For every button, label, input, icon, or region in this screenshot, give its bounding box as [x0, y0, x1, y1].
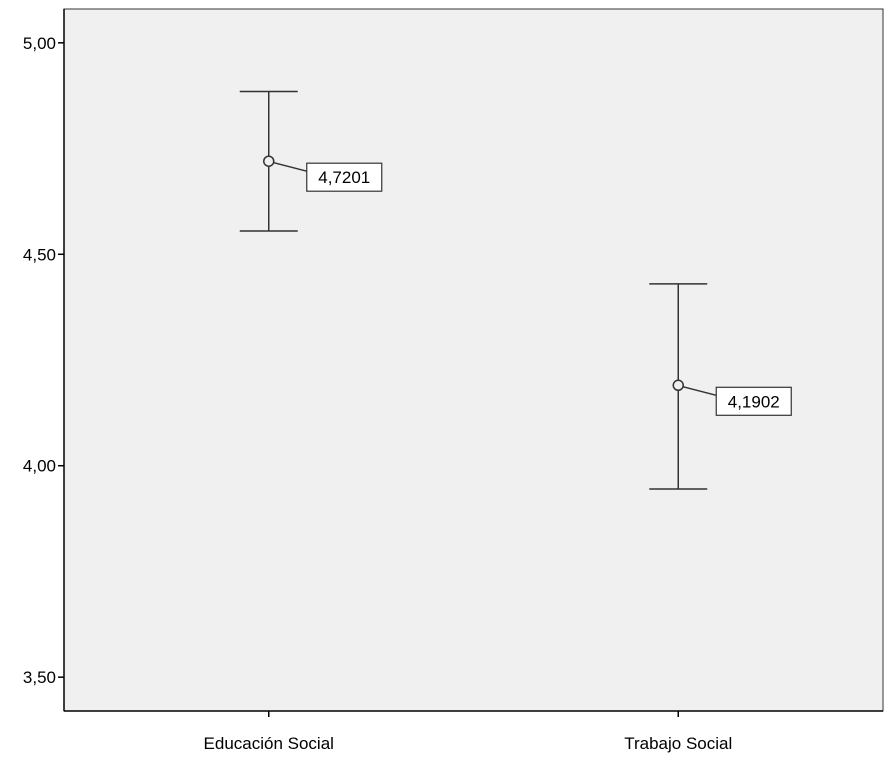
- x-tick-label: Trabajo Social: [624, 734, 732, 753]
- y-axis: 3,50 4,00 4,50 5,00: [23, 9, 65, 711]
- label-leader-line: [683, 386, 717, 397]
- value-label: 4,7201: [318, 168, 370, 187]
- value-label-box: [306, 162, 383, 192]
- chart-marks: 4,7201 4,1902: [239, 90, 792, 490]
- mean-marker: [672, 379, 684, 392]
- plot-area: [63, 8, 884, 712]
- value-label-box: [715, 386, 792, 416]
- mean-marker: [263, 155, 275, 167]
- y-tick-label: 4,00: [23, 457, 56, 476]
- y-tick-label: 3,50: [23, 668, 56, 687]
- x-axis: Educación Social Trabajo Social: [64, 710, 883, 753]
- x-tick-label: Educación Social: [204, 734, 334, 753]
- y-tick-label: 4,50: [23, 245, 56, 264]
- y-tick-label: 5,00: [23, 34, 56, 53]
- value-label: 4,1902: [728, 392, 780, 411]
- label-leader-line: [273, 161, 307, 172]
